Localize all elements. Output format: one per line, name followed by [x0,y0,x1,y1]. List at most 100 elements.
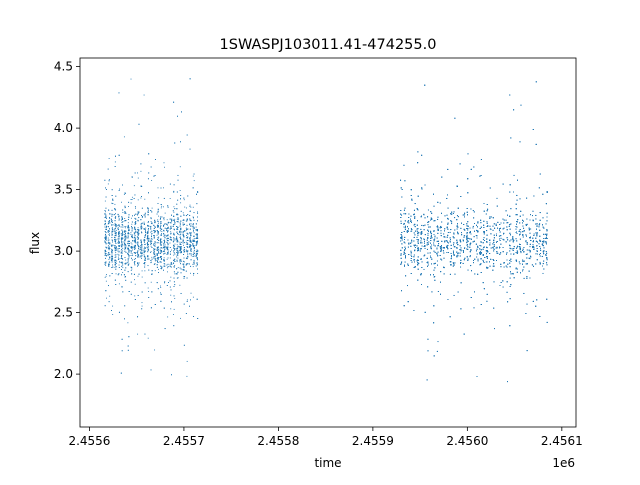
data-point [185,249,187,251]
data-point [174,261,176,262]
data-point [147,214,149,216]
data-point [182,222,184,224]
data-point [105,239,106,240]
data-point [140,252,142,254]
data-point [157,208,159,210]
data-point [169,238,171,240]
data-point [135,245,136,247]
data-point [195,245,197,246]
data-point [179,236,181,238]
data-point [153,257,155,259]
data-point [149,252,151,253]
data-point [150,307,152,309]
data-point [104,220,106,222]
data-point [140,240,142,242]
data-point [119,225,121,227]
data-point [183,254,185,255]
data-point [189,246,191,248]
data-point [104,213,106,215]
data-point [163,245,165,247]
data-point [105,251,107,252]
data-point [189,214,191,216]
data-point [160,204,162,205]
data-point [180,272,182,274]
data-point [166,229,168,231]
data-point [128,243,130,244]
data-point [131,253,133,255]
data-point [105,242,107,244]
data-point [177,241,179,243]
data-point [105,253,107,255]
data-point [141,232,143,234]
data-point [128,229,130,231]
data-point [174,249,176,250]
data-point [109,275,111,277]
data-point [125,225,127,227]
data-point [147,242,148,244]
data-point [121,265,123,267]
data-point [112,230,114,232]
data-point [193,246,195,248]
data-point [167,243,169,245]
data-point [197,318,199,319]
data-point [180,248,182,250]
data-point [197,268,198,270]
data-point [138,247,140,249]
data-point [124,263,126,265]
data-point [195,241,197,243]
data-point [122,267,124,269]
data-point [114,155,116,157]
data-point [122,224,124,226]
data-point [150,210,152,212]
data-point [163,251,164,252]
data-point [187,214,189,216]
data-point [161,228,163,230]
data-point [105,243,107,245]
data-point [108,234,110,236]
data-point [157,238,159,240]
data-point [177,277,179,279]
data-point [141,291,143,293]
data-point [123,274,125,276]
data-point [190,255,192,257]
data-point [159,250,161,252]
data-point [118,233,119,234]
data-point [176,239,178,241]
data-point [107,223,109,225]
data-point [151,230,153,232]
data-point [190,249,192,250]
data-point [166,247,168,249]
data-point [169,247,171,248]
data-point [183,249,184,251]
data-point [147,251,149,253]
data-point [148,172,150,174]
data-point [141,227,143,229]
data-point [128,249,130,251]
data-point [117,213,119,215]
data-point [124,235,126,237]
data-point [114,236,116,238]
data-point [190,299,191,301]
data-point [121,248,123,250]
data-point [124,269,126,271]
data-point [105,216,107,218]
data-point [147,211,149,213]
data-point [121,258,123,259]
data-point [177,246,179,248]
data-point [196,229,198,230]
data-point [177,267,179,269]
data-point [137,333,139,335]
data-point [130,250,132,252]
data-point [163,224,164,226]
data-point [122,232,124,234]
data-point [128,263,130,265]
data-point [183,265,185,267]
data-point [169,228,171,230]
data-point [147,210,149,212]
data-point [133,252,135,253]
data-point [156,234,158,236]
data-point [121,251,123,253]
data-point [137,236,139,238]
data-point [148,297,150,298]
data-point [163,235,165,237]
